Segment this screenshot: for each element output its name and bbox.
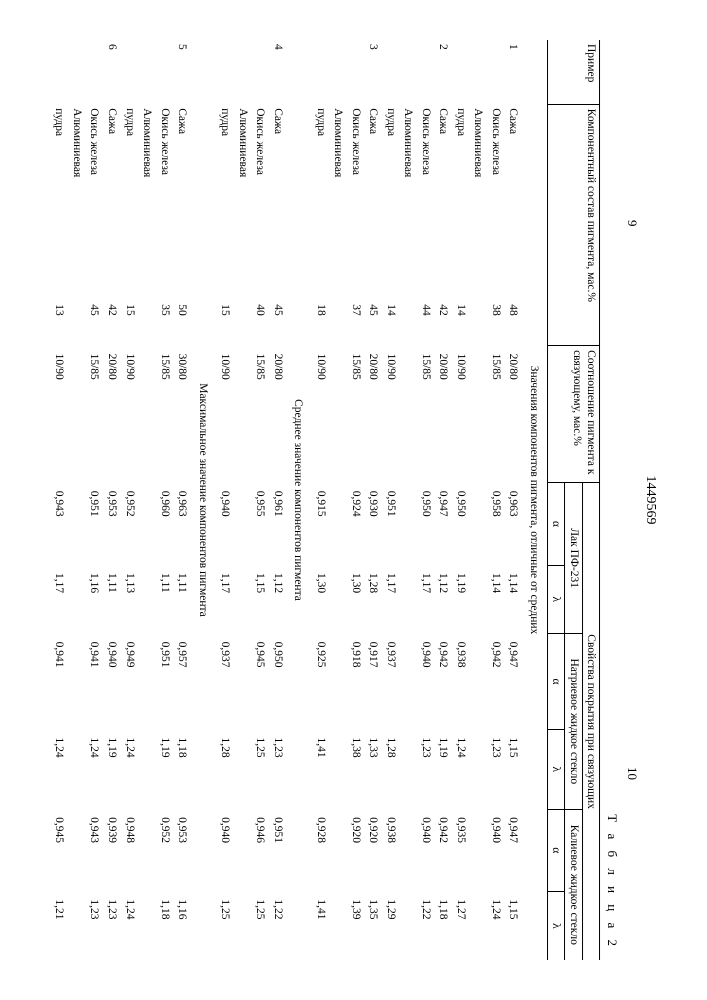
table-row: 1Сажа4820/800,9631,140,9471,150,9471,15 bbox=[503, 40, 521, 960]
page-right: 10 bbox=[624, 767, 640, 780]
table-row: пудра1410/900,9501,190,9381,240,9351,27 bbox=[451, 40, 469, 960]
table-row: Алюминиевая bbox=[398, 40, 416, 960]
hdr-a2: α bbox=[547, 634, 564, 730]
section-3: Максимальное значение компонентов пигмен… bbox=[190, 40, 216, 960]
table-row: пудра1410/900,9511,170,9371,280,9381,29 bbox=[381, 40, 399, 960]
table-row: Окись железа4415/850,9501,170,9401,230,9… bbox=[416, 40, 434, 960]
table-row: Окись железа4515/850,9511,160,9411,240,9… bbox=[85, 40, 103, 960]
hdr-primer: Пример bbox=[547, 40, 599, 104]
table-row: 6Сажа4220/800,9531,110,9401,190,9391,23 bbox=[102, 40, 120, 960]
table-row: пудра1510/900,9521,130,9491,240,9481,24 bbox=[120, 40, 138, 960]
table-row: Окись железа3515/850,9601,110,9511,190,9… bbox=[155, 40, 173, 960]
hdr-a1: α bbox=[547, 483, 564, 565]
hdr-ratio: Соотношение пигмента к связующему, мас.% bbox=[547, 346, 599, 483]
table-row: Окись железа3815/850,9581,140,9421,230,9… bbox=[486, 40, 504, 960]
table-row: Окись железа3715/850,9241,300,9181,380,9… bbox=[346, 40, 364, 960]
patent-number: 1449569 bbox=[642, 40, 658, 960]
table-row: 5Сажа5030/800,9631,110,9571,180,9531,16 bbox=[172, 40, 190, 960]
hdr-component: Компонентный состав пигмента, мас.% bbox=[547, 104, 599, 345]
table-row: Алюминиевая bbox=[328, 40, 346, 960]
page-numbers: 9 10 bbox=[624, 40, 640, 960]
table-row: 2Сажа4220/800,9471,120,9421,190,9421,18 bbox=[433, 40, 451, 960]
page-content: 1449569 9 10 Т а б л и ц а 2 Пример Комп… bbox=[49, 40, 657, 960]
table-row: Окись железа4015/850,9551,150,9451,250,9… bbox=[250, 40, 268, 960]
table-row: Алюминиевая bbox=[233, 40, 251, 960]
hdr-kali: Калиевое жидкое стекло bbox=[564, 809, 581, 960]
table-head: Пример Компонентный состав пигмента, мас… bbox=[547, 40, 599, 960]
section-2: Среднее значение компонентов пигмента bbox=[285, 40, 311, 960]
table-row: пудра1310/900,9431,170,9411,240,9451,21 bbox=[49, 40, 67, 960]
table-row: Алюминиевая bbox=[468, 40, 486, 960]
table-row: 3Сажа4520/800,9301,280,9171,330,9201,35 bbox=[363, 40, 381, 960]
data-table: Пример Компонентный состав пигмента, мас… bbox=[49, 40, 599, 960]
table-title: Т а б л и ц а 2 bbox=[604, 40, 620, 960]
section-1: Значения компонентов пигмента, отличные … bbox=[521, 40, 547, 960]
hdr-lak: Лак ПФ-231 bbox=[564, 483, 581, 634]
table-row: пудра1510/900,9401,170,9371,280,9401,25 bbox=[215, 40, 233, 960]
hdr-natr: Натриевое жидкое стекло bbox=[564, 634, 581, 810]
hdr-a3: α bbox=[547, 809, 564, 891]
table-row: Алюминиевая bbox=[137, 40, 155, 960]
table-row: пудра1810/900,9151,300,9251,410,9281,41 bbox=[311, 40, 329, 960]
hdr-l2: λ bbox=[547, 730, 564, 810]
page-left: 9 bbox=[624, 220, 640, 227]
table-row: 4Сажа4520/800,9611,120,9501,230,9511,22 bbox=[268, 40, 286, 960]
hdr-properties: Свойства покрытия при связующих bbox=[582, 483, 599, 960]
hdr-l3: λ bbox=[547, 891, 564, 960]
table-row: Алюминиевая bbox=[67, 40, 85, 960]
table-body: Значения компонентов пигмента, отличные … bbox=[49, 40, 546, 960]
hdr-l1: λ bbox=[547, 565, 564, 634]
